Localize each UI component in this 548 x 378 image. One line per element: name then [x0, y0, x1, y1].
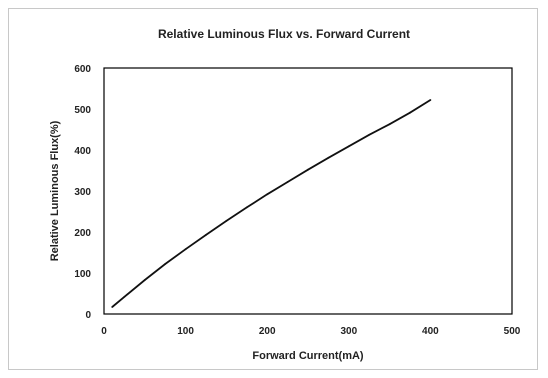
data-point: [164, 263, 167, 265]
data-point: [327, 156, 330, 159]
data-point: [123, 295, 126, 298]
data-point: [368, 133, 371, 136]
data-points: [111, 99, 432, 308]
data-point: [388, 123, 391, 126]
y-tick-label: 100: [74, 269, 91, 280]
data-point: [184, 248, 187, 251]
y-tick-label: 600: [74, 64, 91, 75]
x-tick-label: 100: [177, 326, 194, 337]
data-point: [205, 234, 207, 236]
plot-area: [103, 67, 513, 315]
x-axis-ticks: 0 100 200 300 400 500: [101, 326, 521, 337]
y-axis-label: Relative Luminous Flux(%): [49, 120, 61, 261]
y-tick-label: 500: [74, 105, 91, 116]
x-tick-label: 0: [101, 326, 107, 337]
x-tick-label: 400: [422, 326, 439, 337]
y-axis-ticks: 0 100 200 300 400 500 600: [74, 64, 91, 321]
x-axis-label: Forward Current(mA): [252, 350, 364, 362]
data-point: [409, 111, 411, 114]
data-point: [347, 145, 350, 148]
y-tick-label: 400: [74, 146, 91, 157]
data-point: [266, 193, 269, 196]
y-tick-label: 0: [85, 310, 91, 321]
data-point: [111, 306, 114, 308]
data-point: [286, 181, 289, 183]
series-line: [111, 99, 431, 308]
chart-title: Relative Luminous Flux vs. Forward Curre…: [158, 27, 410, 41]
x-tick-label: 500: [504, 326, 521, 337]
data-point: [225, 220, 228, 222]
x-tick-label: 200: [259, 326, 276, 337]
y-tick-label: 200: [74, 228, 91, 239]
data-point: [307, 168, 309, 171]
data-point: [143, 279, 146, 281]
data-point: [245, 206, 248, 209]
y-tick-label: 300: [74, 187, 91, 198]
data-point: [429, 99, 432, 101]
x-tick-label: 300: [340, 326, 357, 337]
